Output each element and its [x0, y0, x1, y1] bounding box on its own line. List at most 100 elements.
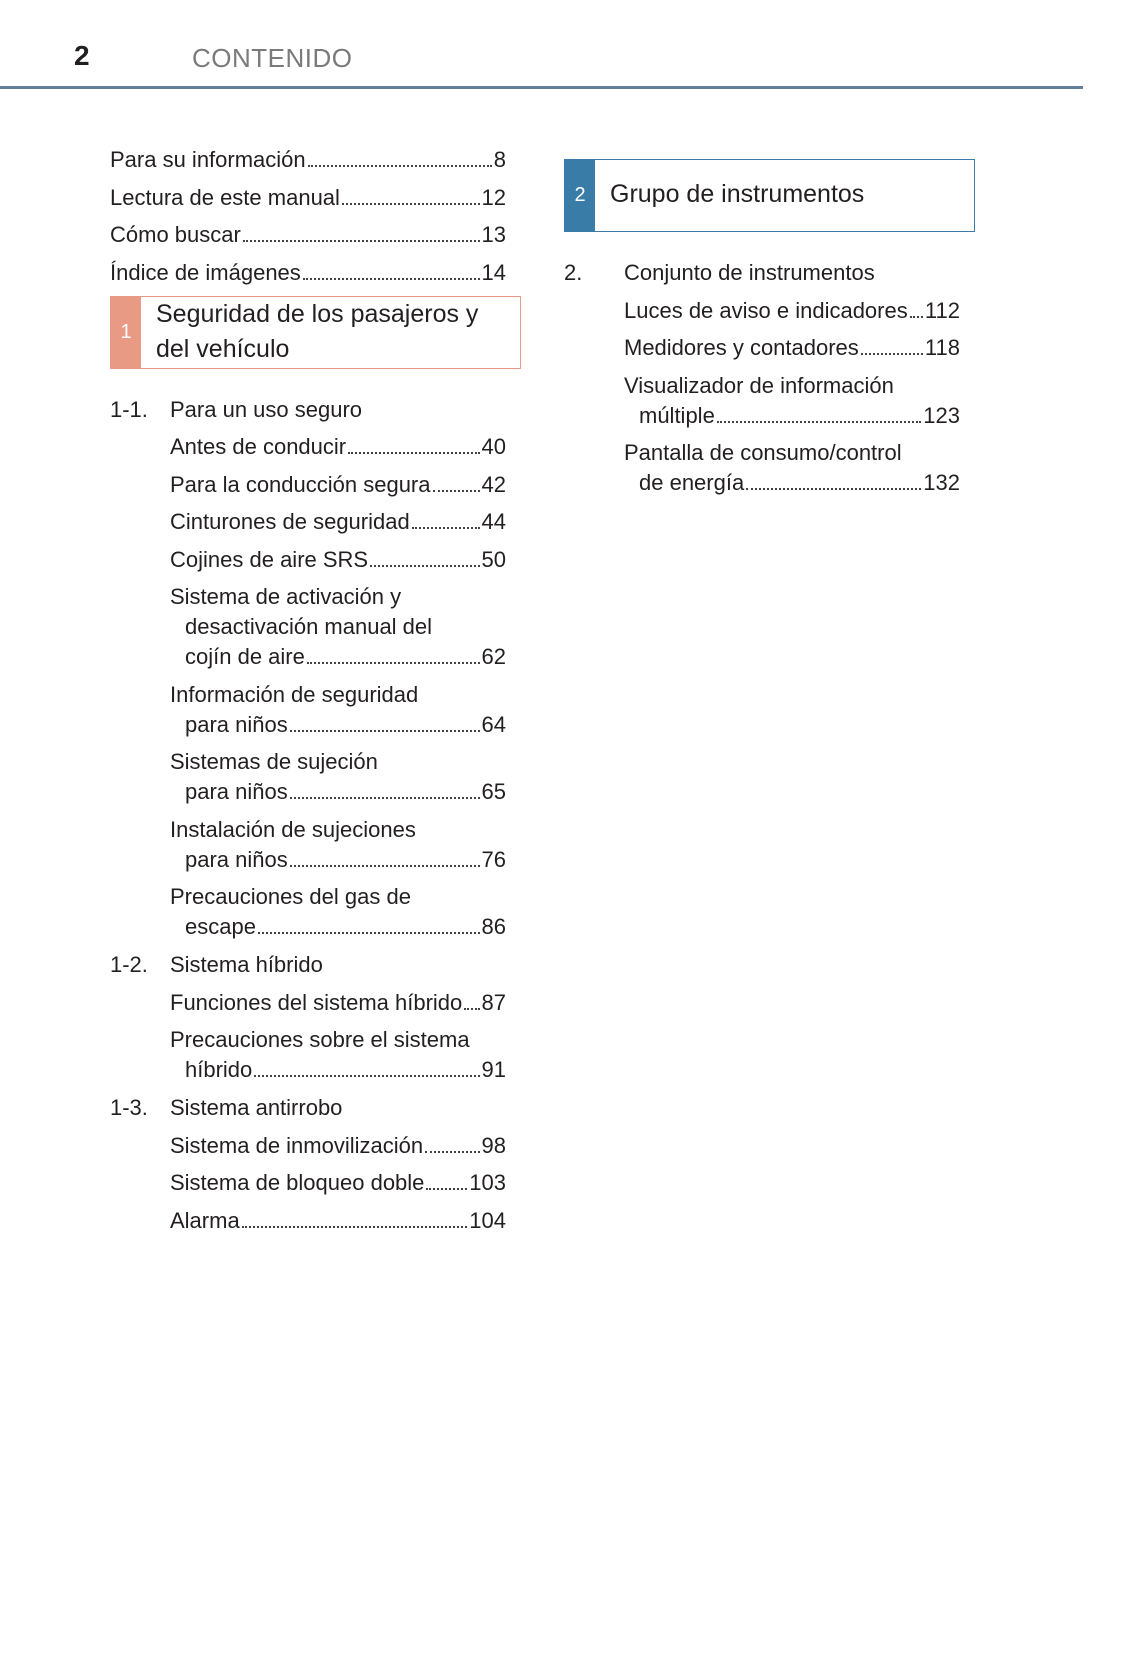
dot-leader	[341, 202, 480, 205]
dot-leader	[432, 489, 480, 492]
page-ref[interactable]: 50	[481, 546, 506, 572]
page-ref[interactable]: 13	[481, 222, 506, 247]
toc-entry-line: para niños 64	[170, 710, 506, 740]
toc-entry-text: Instalación de sujeciones	[170, 816, 416, 842]
chapter-title-line: Seguridad de los pasajeros y	[156, 299, 479, 328]
dot-leader	[307, 165, 492, 167]
dot-leader	[464, 1007, 480, 1010]
toc-entry-line: Medidores y contadores 118	[624, 333, 960, 363]
toc-entry-text: Sistemas de sujeción	[170, 749, 378, 774]
toc-entry[interactable]: Sistemas de sujeción para niños 65	[170, 747, 506, 807]
toc-entry-text: múltiple	[639, 402, 715, 428]
toc-entry[interactable]: Cinturones de seguridad 44	[170, 507, 506, 537]
chapter-number-tab: 1	[111, 296, 141, 368]
section-entries: Sistema de inmovilización 98 Sistema de bl…	[110, 1131, 506, 1236]
toc-entry[interactable]: Sistema de activación y desactivación man…	[170, 582, 506, 672]
page-ref[interactable]: 40	[481, 434, 506, 459]
dot-leader	[289, 729, 480, 732]
chapter-header[interactable]: 1 Seguridad de los pasajeros y del vehícul…	[110, 295, 521, 369]
toc-entry-text: Información de seguridad	[170, 681, 419, 707]
chapter-number-tab: 2	[565, 160, 595, 231]
page-ref[interactable]: 112	[924, 297, 960, 323]
toc-entry[interactable]: Funciones del sistema híbrido 87	[170, 988, 506, 1018]
toc-entry-text: Sistema de activación y	[170, 584, 402, 609]
section-heading[interactable]: 2. Conjunto de instrumentos	[564, 258, 975, 288]
toc-entry-text: Cómo buscar	[110, 222, 241, 247]
toc-entry[interactable]: Instalación de sujeciones para niños 76	[170, 815, 506, 875]
section-title: Sistema híbrido	[170, 952, 323, 977]
section-heading[interactable]: 1-1. Para un uso seguro	[110, 395, 521, 425]
toc-entry-line: de energía 132	[624, 468, 960, 498]
toc-entry[interactable]: Información de seguridad para niños 64	[170, 680, 506, 740]
page-ref[interactable]: 98	[481, 1132, 506, 1158]
section-title: Conjunto de instrumentos	[624, 260, 875, 285]
toc-entry-line: cojín de aire 62	[170, 642, 506, 672]
page-ref[interactable]: 76	[481, 846, 506, 872]
toc-entry[interactable]: Visualizador de información múltiple 123	[624, 371, 960, 431]
section-entries: Funciones del sistema híbrido 87 Precaucio…	[110, 988, 506, 1086]
dot-leader	[254, 1075, 480, 1077]
toc-entry[interactable]: Medidores y contadores 118	[624, 333, 960, 363]
toc-entry[interactable]: Sistema de bloqueo doble 103	[170, 1168, 506, 1198]
toc-entry-line: Índice de imágenes 14	[110, 258, 506, 288]
chapter-header[interactable]: 2 Grupo de instrumentos	[564, 159, 975, 232]
toc-entry-text: para niños	[185, 846, 288, 872]
toc-entry[interactable]: Precauciones del gas de escape 86	[170, 882, 506, 942]
toc-entry[interactable]: Pantalla de consumo/control de energía 132	[624, 438, 960, 498]
toc-entry-text: Medidores y contadores	[624, 335, 859, 360]
section-number: 1-2.	[110, 952, 148, 977]
page-ref[interactable]: 8	[493, 147, 506, 172]
section-title: Sistema antirrobo	[170, 1095, 343, 1120]
dot-leader	[426, 1188, 468, 1190]
toc-entry[interactable]: Índice de imágenes 14	[110, 258, 506, 288]
toc-entry-line: Para su información 8	[110, 145, 506, 175]
page-ref[interactable]: 64	[481, 711, 506, 737]
dot-leader	[242, 240, 480, 242]
page-ref[interactable]: 42	[481, 471, 506, 497]
toc-entry-text: Para la conducción segura	[170, 471, 431, 497]
page-ref[interactable]: 87	[481, 989, 506, 1015]
section-heading[interactable]: 1-3. Sistema antirrobo	[110, 1093, 521, 1123]
chapter-1: 1 Seguridad de los pasajeros y del vehícul…	[110, 295, 521, 1236]
chapter-title-line: del vehículo	[156, 334, 290, 363]
section-heading[interactable]: 1-2. Sistema híbrido	[110, 950, 521, 980]
page-ref[interactable]: 123	[923, 402, 960, 428]
left-column: Para su información 8 Lectura de este manu…	[110, 145, 521, 1236]
toc-entry-text: Para su información	[110, 147, 306, 172]
toc-entry-text: desactivación manual del	[185, 614, 433, 639]
section-number: 1-3.	[110, 1095, 148, 1120]
toc-entry-text: escape	[185, 914, 256, 939]
toc-entry-line: escape 86	[170, 912, 506, 942]
page-ref[interactable]: 91	[481, 1057, 506, 1082]
toc-entry[interactable]: Para su información 8	[110, 145, 506, 175]
toc-entry[interactable]: Precauciones sobre el sistema híbrido 91	[170, 1025, 506, 1085]
page-ref[interactable]: 12	[481, 184, 506, 210]
page-ref[interactable]: 86	[481, 914, 506, 939]
toc-entry[interactable]: Lectura de este manual 12	[110, 183, 506, 213]
page-ref[interactable]: 103	[469, 1170, 506, 1195]
dot-leader	[425, 1150, 480, 1153]
page-ref[interactable]: 14	[481, 259, 506, 285]
toc-entry[interactable]: Antes de conducir 40	[170, 432, 506, 462]
page-ref[interactable]: 132	[923, 470, 960, 495]
page-ref[interactable]: 65	[481, 779, 506, 804]
page-ref[interactable]: 104	[469, 1207, 506, 1233]
page-ref[interactable]: 44	[481, 509, 506, 534]
toc-entry[interactable]: Para la conducción segura 42	[170, 470, 506, 500]
toc-entry[interactable]: Sistema de inmovilización 98	[170, 1131, 506, 1161]
header-rule	[0, 86, 1083, 89]
toc-entry[interactable]: Luces de aviso e indicadores 112	[624, 296, 960, 326]
dot-leader	[289, 797, 480, 799]
toc-entry-text: cojín de aire	[185, 644, 305, 669]
toc-entry-line: Luces de aviso e indicadores 112	[624, 296, 960, 326]
page-ref[interactable]: 118	[924, 335, 960, 360]
toc-entry-line: Para la conducción segura 42	[170, 470, 506, 500]
toc-entry-line: Cojines de aire SRS 50	[170, 545, 506, 575]
page-ref[interactable]: 62	[481, 644, 506, 669]
toc-entry[interactable]: Cómo buscar 13	[110, 220, 506, 250]
section-number: 1-1.	[110, 396, 148, 422]
toc-entry-line: Cinturones de seguridad 44	[170, 507, 506, 537]
toc-entry[interactable]: Cojines de aire SRS 50	[170, 545, 506, 575]
toc-entry[interactable]: Alarma 104	[170, 1206, 506, 1236]
toc-entry-text: Pantalla de consumo/control	[624, 440, 902, 465]
